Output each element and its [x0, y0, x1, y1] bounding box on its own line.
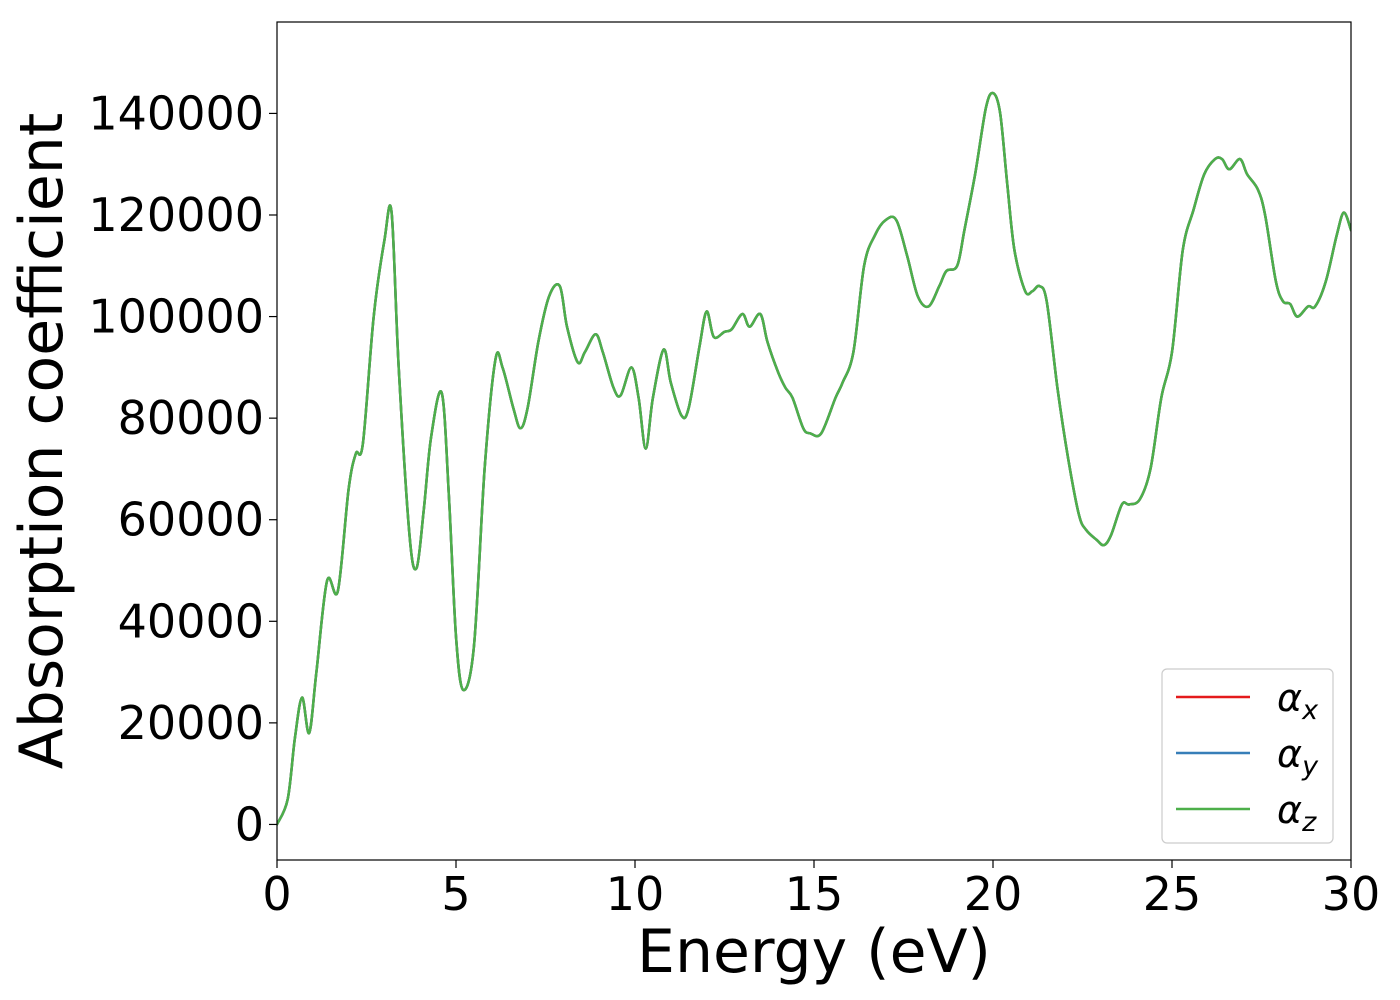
y-tick-label: 20000	[118, 696, 264, 750]
x-axis-label: Energy (eV)	[637, 917, 991, 987]
y-tick-label: 100000	[88, 290, 264, 344]
legend: αx αy αz	[1161, 668, 1334, 844]
legend-entries: αx αy αz	[1176, 676, 1319, 838]
y-axis: 0 20000 40000 60000 80000 100000 120000 140000	[88, 86, 277, 851]
y-tick-label: 60000	[118, 493, 264, 547]
y-axis-label: Absorption coefficient	[7, 113, 77, 770]
y-tick-label: 80000	[118, 391, 264, 445]
legend-box	[1161, 668, 1334, 844]
y-tick-label: 140000	[88, 86, 264, 140]
y-tick-label: 40000	[118, 594, 264, 648]
x-tick-label: 15	[785, 867, 844, 921]
y-tick-label: 0	[235, 797, 264, 851]
legend-label-x: αx	[1277, 676, 1319, 726]
y-tick-label: 120000	[88, 188, 264, 242]
x-tick-label: 20	[964, 867, 1023, 921]
x-tick-label: 0	[262, 867, 291, 921]
x-tick-label: 5	[441, 867, 470, 921]
plot-area	[276, 21, 1352, 861]
legend-label-z: αz	[1277, 788, 1317, 838]
x-axis: 0 5 10 15 20 25 30	[262, 860, 1380, 921]
series-line-z	[277, 91, 1351, 826]
series-layer	[277, 91, 1351, 826]
x-tick-label: 10	[606, 867, 665, 921]
x-tick-label: 25	[1143, 867, 1202, 921]
legend-label-y: αy	[1277, 732, 1319, 782]
x-tick-label: 30	[1322, 867, 1381, 921]
